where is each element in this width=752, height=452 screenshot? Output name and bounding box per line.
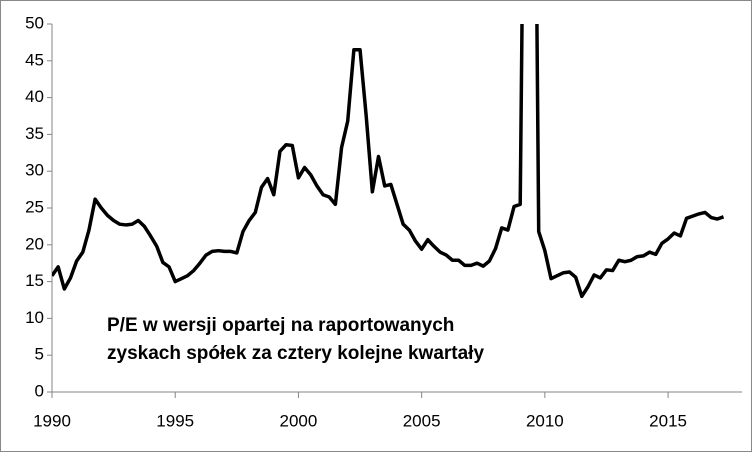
y-tick-label: 35 <box>25 124 44 143</box>
x-tick-label: 2015 <box>649 411 687 430</box>
y-tick-label: 0 <box>35 381 44 400</box>
y-tick-label: 20 <box>25 234 44 253</box>
x-tick-label: 1990 <box>33 411 71 430</box>
x-tick-label: 1995 <box>156 411 194 430</box>
y-tick-label: 10 <box>25 308 44 327</box>
x-tick-label: 2005 <box>403 411 441 430</box>
annotation: zyskach spółek za cztery kolejne kwartał… <box>107 343 484 364</box>
y-tick-label: 15 <box>25 271 44 290</box>
x-tick-label: 2010 <box>526 411 564 430</box>
x-tick-label: 2000 <box>280 411 318 430</box>
annotation: P/E w wersji opartej na raportowanych <box>107 315 454 336</box>
y-tick-label: 45 <box>25 50 44 69</box>
line <box>52 24 725 299</box>
y-tick-label: 5 <box>35 345 44 364</box>
y-tick-label: 40 <box>25 87 44 106</box>
y-tick-label: 25 <box>25 197 44 216</box>
y-tick-label: 50 <box>25 13 44 32</box>
y-tick-label: 30 <box>25 161 44 180</box>
